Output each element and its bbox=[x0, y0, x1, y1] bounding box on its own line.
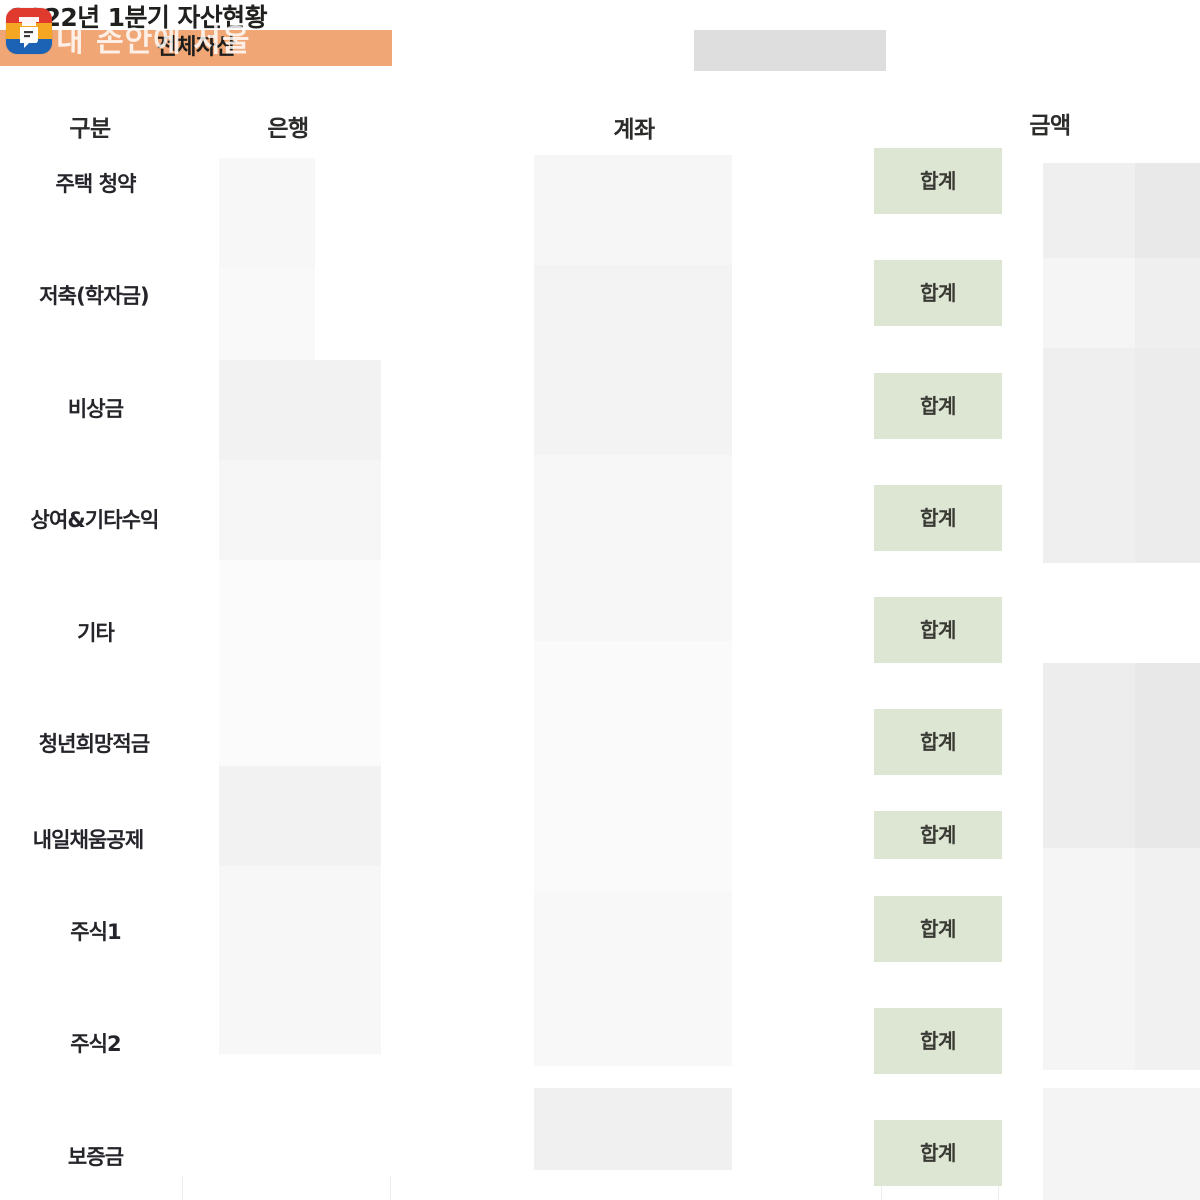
gridline-vertical bbox=[390, 1176, 391, 1200]
total-assets-banner: 전체자산 bbox=[0, 30, 392, 66]
amount-cell-redacted[interactable] bbox=[1135, 258, 1200, 348]
amount-cell-redacted[interactable] bbox=[1043, 1088, 1200, 1200]
row-label-youth-hope-savings: 청년희망적금 bbox=[38, 732, 150, 756]
total-cell[interactable]: 합계 bbox=[874, 373, 1002, 439]
total-cell[interactable]: 합계 bbox=[874, 811, 1002, 859]
gridline-vertical bbox=[998, 1176, 999, 1200]
account-cell-redacted[interactable] bbox=[534, 455, 732, 641]
bank-cell-redacted[interactable] bbox=[219, 866, 381, 1054]
total-cell-label: 합계 bbox=[920, 169, 956, 193]
amount-cell-redacted[interactable] bbox=[1043, 258, 1135, 348]
amount-cell-redacted[interactable] bbox=[1135, 848, 1200, 1070]
redacted-header-box bbox=[694, 30, 886, 71]
amount-cell-redacted[interactable] bbox=[1043, 348, 1135, 563]
total-cell-label: 합계 bbox=[920, 281, 956, 305]
bank-cell-redacted[interactable] bbox=[219, 560, 381, 766]
total-cell-label: 합계 bbox=[920, 618, 956, 642]
gridline-vertical bbox=[182, 1176, 183, 1200]
amount-cell-redacted[interactable] bbox=[1043, 663, 1135, 848]
amount-cell-redacted[interactable] bbox=[1043, 163, 1135, 258]
column-header-bank: 은행 bbox=[267, 116, 309, 142]
total-cell[interactable]: 합계 bbox=[874, 896, 1002, 962]
document-title: 2022년 1분기 자산현황 bbox=[10, 3, 268, 32]
total-assets-banner-label: 전체자산 bbox=[156, 35, 236, 60]
total-cell-label: 합계 bbox=[920, 823, 956, 847]
bank-cell-redacted[interactable] bbox=[219, 158, 315, 268]
row-label-emergency-fund: 비상금 bbox=[67, 397, 124, 421]
column-header-category: 구분 bbox=[69, 116, 111, 142]
account-cell-redacted[interactable] bbox=[534, 1088, 732, 1170]
bank-cell-redacted[interactable] bbox=[219, 360, 381, 460]
amount-cell-redacted[interactable] bbox=[1135, 163, 1200, 258]
column-header-account: 계좌 bbox=[613, 117, 655, 143]
amount-cell-redacted[interactable] bbox=[1043, 848, 1135, 1070]
total-cell[interactable]: 합계 bbox=[874, 260, 1002, 326]
total-cell[interactable]: 합계 bbox=[874, 1008, 1002, 1074]
total-cell[interactable]: 합계 bbox=[874, 597, 1002, 663]
column-header-amount: 금액 bbox=[1029, 113, 1071, 139]
row-label-stock-1: 주식1 bbox=[70, 920, 121, 944]
total-cell[interactable]: 합계 bbox=[874, 1120, 1002, 1186]
amount-cell-redacted[interactable] bbox=[1135, 348, 1200, 563]
seoul-app-logo-icon bbox=[6, 8, 52, 54]
row-label-stock-2: 주식2 bbox=[70, 1032, 121, 1056]
total-cell-label: 합계 bbox=[920, 394, 956, 418]
gridline-vertical bbox=[881, 1176, 882, 1200]
account-cell-redacted[interactable] bbox=[534, 891, 732, 1066]
row-label-bonus-other-income: 상여&기타수익 bbox=[30, 508, 160, 532]
row-label-deposit: 보증금 bbox=[67, 1145, 124, 1169]
row-label-housing-subscription: 주택 청약 bbox=[55, 172, 136, 196]
account-cell-redacted[interactable] bbox=[534, 155, 732, 265]
bank-cell-redacted[interactable] bbox=[219, 766, 381, 866]
total-cell[interactable]: 합계 bbox=[874, 485, 1002, 551]
total-cell-label: 합계 bbox=[920, 506, 956, 530]
total-cell-label: 합계 bbox=[920, 917, 956, 941]
total-cell-label: 합계 bbox=[920, 1141, 956, 1165]
total-cell[interactable]: 합계 bbox=[874, 148, 1002, 214]
total-cell[interactable]: 합계 bbox=[874, 709, 1002, 775]
row-label-naeil-chaeum-deduction: 내일채움공제 bbox=[32, 828, 144, 852]
row-label-other: 기타 bbox=[77, 621, 115, 645]
total-cell-label: 합계 bbox=[920, 1029, 956, 1053]
total-cell-label: 합계 bbox=[920, 730, 956, 754]
bank-cell-redacted[interactable] bbox=[219, 460, 381, 560]
account-cell-redacted[interactable] bbox=[534, 641, 732, 891]
account-cell-redacted[interactable] bbox=[534, 265, 732, 455]
amount-cell-redacted[interactable] bbox=[1135, 663, 1200, 848]
bank-cell-redacted[interactable] bbox=[219, 268, 315, 368]
row-label-savings-tuition: 저축(학자금) bbox=[39, 284, 149, 308]
